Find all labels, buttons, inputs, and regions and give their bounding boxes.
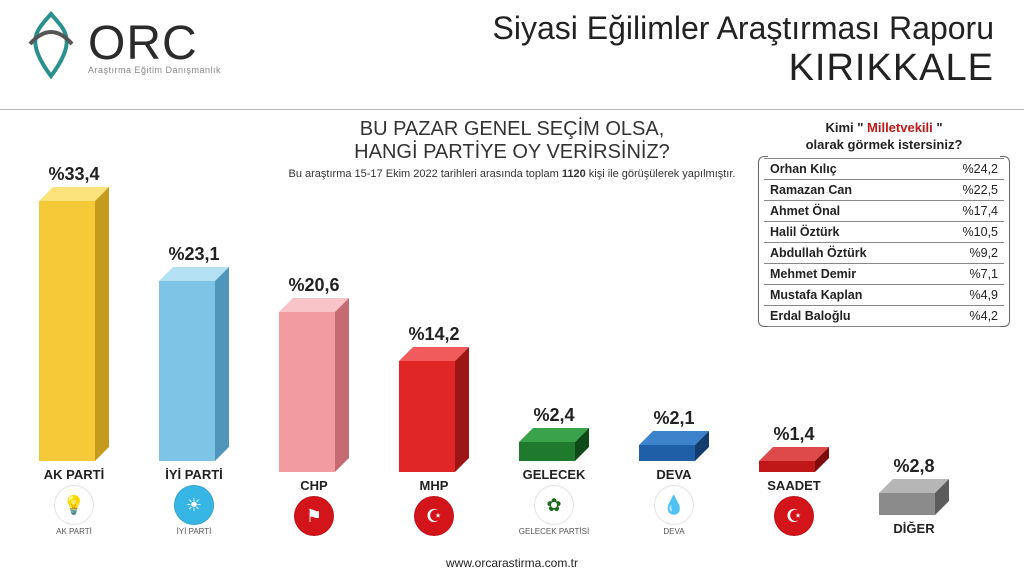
header: ORC Araştırma Eğitim Danışmanlık Siyasi … xyxy=(0,0,1024,110)
bar-3d xyxy=(759,447,829,472)
party-logo-icon: 💧 xyxy=(654,485,694,525)
candidate-pct: %17,4 xyxy=(963,204,998,218)
bar-value-label: %20,6 xyxy=(288,275,339,296)
party-name: İYİ PARTİ xyxy=(165,467,223,482)
bar-group: %33,4 AK PARTİ 💡 AK PARTİ xyxy=(30,164,118,536)
logo-subtitle: Araştırma Eğitim Danışmanlık xyxy=(88,65,221,75)
bar-value-label: %14,2 xyxy=(408,324,459,345)
footer-url: www.orcarastirma.com.tr xyxy=(446,556,578,570)
bar-group: %1,4 SAADET ☪ xyxy=(750,424,838,536)
candidate-row: Orhan Kılıç %24,2 xyxy=(764,158,1004,179)
logo: ORC Araştırma Eğitim Danışmanlık xyxy=(20,10,221,80)
bracket-left-icon xyxy=(758,156,768,327)
candidate-name: Ahmet Önal xyxy=(770,204,840,218)
candidate-pct: %4,9 xyxy=(970,288,999,302)
party-logo-icon: ⚑ xyxy=(294,496,334,536)
party-name: MHP xyxy=(420,478,449,493)
candidate-pct: %22,5 xyxy=(963,183,998,197)
candidate-pct: %9,2 xyxy=(970,246,999,260)
candidate-row: Ramazan Can %22,5 xyxy=(764,179,1004,200)
party-sublabel: AK PARTİ xyxy=(56,527,92,536)
bar-3d xyxy=(639,431,709,461)
candidate-name: Ramazan Can xyxy=(770,183,852,197)
report-title: Siyasi Eğilimler Araştırması Raporu xyxy=(493,10,994,47)
candidate-name: Mustafa Kaplan xyxy=(770,288,862,302)
bar-group: %2,4 GELECEK ✿ GELECEK PARTİSİ xyxy=(510,405,598,536)
candidate-row: Mehmet Demir %7,1 xyxy=(764,263,1004,284)
party-name: DEVA xyxy=(656,467,691,482)
candidate-name: Halil Öztürk xyxy=(770,225,839,239)
question-line1: BU PAZAR GENEL SEÇİM OLSA, xyxy=(360,118,665,140)
cand-title-red: Milletvekili xyxy=(867,120,933,135)
bar-value-label: %1,4 xyxy=(773,424,814,445)
bar-3d xyxy=(879,479,949,515)
party-sublabel: DEVA xyxy=(663,527,684,536)
party-sublabel: İYİ PARTİ xyxy=(177,527,212,536)
bar-group: %2,8 DİĞER xyxy=(870,456,958,536)
report-location: KIRIKKALE xyxy=(493,47,994,90)
party-name: DİĞER xyxy=(893,521,934,536)
candidate-name: Abdullah Öztürk xyxy=(770,246,867,260)
bar-3d xyxy=(279,298,349,472)
party-name: CHP xyxy=(300,478,327,493)
candidate-pct: %7,1 xyxy=(970,267,999,281)
party-logo-icon: 💡 xyxy=(54,485,94,525)
bracket-right-icon xyxy=(1000,156,1010,327)
party-name: SAADET xyxy=(767,478,820,493)
candidate-table: Kimi " Milletvekili "olarak görmek ister… xyxy=(764,120,1004,327)
bar-group: %20,6 CHP ⚑ xyxy=(270,275,358,536)
candidate-name: Erdal Baloğlu xyxy=(770,309,851,323)
candidate-row: Mustafa Kaplan %4,9 xyxy=(764,284,1004,305)
candidate-row: Ahmet Önal %17,4 xyxy=(764,200,1004,221)
bar-value-label: %33,4 xyxy=(48,164,99,185)
bar-value-label: %2,4 xyxy=(533,405,574,426)
party-sublabel: GELECEK PARTİSİ xyxy=(519,527,589,536)
candidate-name: Orhan Kılıç xyxy=(770,162,837,176)
bar-3d xyxy=(159,267,229,461)
title-block: Siyasi Eğilimler Araştırması Raporu KIRI… xyxy=(493,10,994,90)
party-name: GELECEK xyxy=(523,467,586,482)
candidate-row: Halil Öztürk %10,5 xyxy=(764,221,1004,242)
bar-group: %2,1 DEVA 💧 DEVA xyxy=(630,408,718,536)
logo-text: ORC xyxy=(88,16,221,71)
question-line2: HANGİ PARTİYE OY VERİRSİNİZ? xyxy=(354,141,670,163)
bar-value-label: %23,1 xyxy=(168,244,219,265)
bar-3d xyxy=(39,187,109,461)
party-logo-icon: ✿ xyxy=(534,485,574,525)
bar-group: %14,2 MHP ☪ xyxy=(390,324,478,536)
bar-3d xyxy=(399,347,469,472)
candidate-row: Erdal Baloğlu %4,2 xyxy=(764,305,1004,327)
cand-title-pre: Kimi " xyxy=(825,120,867,135)
bar-value-label: %2,8 xyxy=(893,456,934,477)
party-name: AK PARTİ xyxy=(44,467,104,482)
candidate-title: Kimi " Milletvekili "olarak görmek ister… xyxy=(764,120,1004,154)
logo-mark-icon xyxy=(20,10,82,80)
candidate-pct: %24,2 xyxy=(963,162,998,176)
bar-3d xyxy=(519,428,589,461)
party-logo-icon: ☪ xyxy=(774,496,814,536)
candidate-pct: %4,2 xyxy=(970,309,999,323)
bar-value-label: %2,1 xyxy=(653,408,694,429)
candidate-row: Abdullah Öztürk %9,2 xyxy=(764,242,1004,263)
party-logo-icon: ☀ xyxy=(174,485,214,525)
candidate-name: Mehmet Demir xyxy=(770,267,856,281)
bar-group: %23,1 İYİ PARTİ ☀ İYİ PARTİ xyxy=(150,244,238,536)
candidate-pct: %10,5 xyxy=(963,225,998,239)
party-logo-icon: ☪ xyxy=(414,496,454,536)
